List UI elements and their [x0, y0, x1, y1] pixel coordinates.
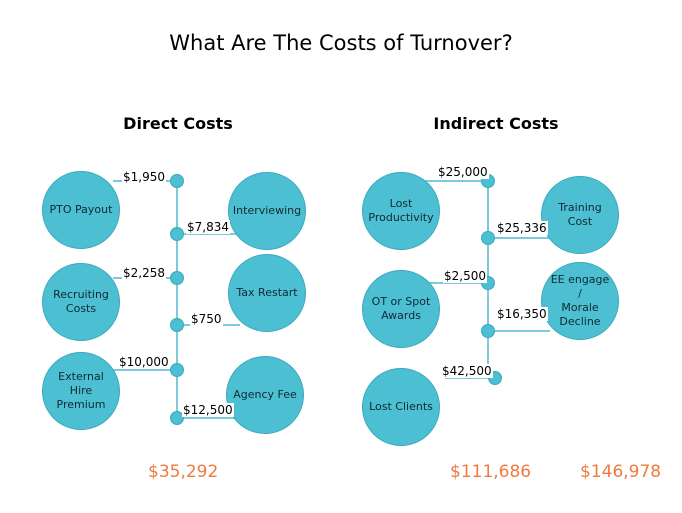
- training-cost-circle: Training Cost: [541, 176, 619, 254]
- page-title: What Are The Costs of Turnover?: [169, 31, 513, 55]
- direct-node: [170, 174, 184, 188]
- recruiting-costs-amount: $2,258: [122, 266, 166, 280]
- tax-restart-amount: $750: [190, 312, 223, 326]
- direct-costs-heading: Direct Costs: [123, 114, 233, 133]
- external-hire-premium-circle: External Hire Premium: [42, 352, 120, 430]
- pto-payout-circle: PTO Payout: [42, 171, 120, 249]
- indirect-node: [481, 324, 495, 338]
- direct-costs-total: $35,292: [148, 462, 219, 482]
- direct-node: [170, 318, 184, 332]
- interviewing-circle: Interviewing: [228, 172, 306, 250]
- direct-node: [170, 363, 184, 377]
- lost-clients-amount: $42,500: [441, 364, 493, 378]
- direct-node: [170, 227, 184, 241]
- ee-engage-morale-decline-amount: $16,350: [496, 307, 548, 321]
- recruiting-costs-circle: Recruiting Costs: [42, 263, 120, 341]
- agency-fee-circle: Agency Fee: [226, 356, 304, 434]
- indirect-costs-heading: Indirect Costs: [433, 114, 559, 133]
- indirect-costs-total: $111,686: [450, 462, 532, 482]
- lost-productivity-circle: Lost Productivity: [362, 172, 440, 250]
- training-cost-amount: $25,336: [496, 221, 548, 235]
- ee-engage-morale-decline-circle: EE engage / Morale Decline: [541, 262, 619, 340]
- pto-payout-amount: $1,950: [122, 170, 166, 184]
- ot-or-spot-awards-amount: $2,500: [443, 269, 487, 283]
- tax-restart-circle: Tax Restart: [228, 254, 306, 332]
- ot-or-spot-awards-circle: OT or Spot Awards: [362, 270, 440, 348]
- external-hire-premium-amount: $10,000: [118, 355, 170, 369]
- direct-node: [170, 271, 184, 285]
- agency-fee-amount: $12,500: [182, 403, 234, 417]
- grand-total: $146,978: [580, 462, 662, 482]
- lost-productivity-amount: $25,000: [437, 165, 489, 179]
- indirect-node: [481, 231, 495, 245]
- interviewing-amount: $7,834: [186, 220, 230, 234]
- direct-node: [170, 411, 184, 425]
- lost-clients-circle: Lost Clients: [362, 368, 440, 446]
